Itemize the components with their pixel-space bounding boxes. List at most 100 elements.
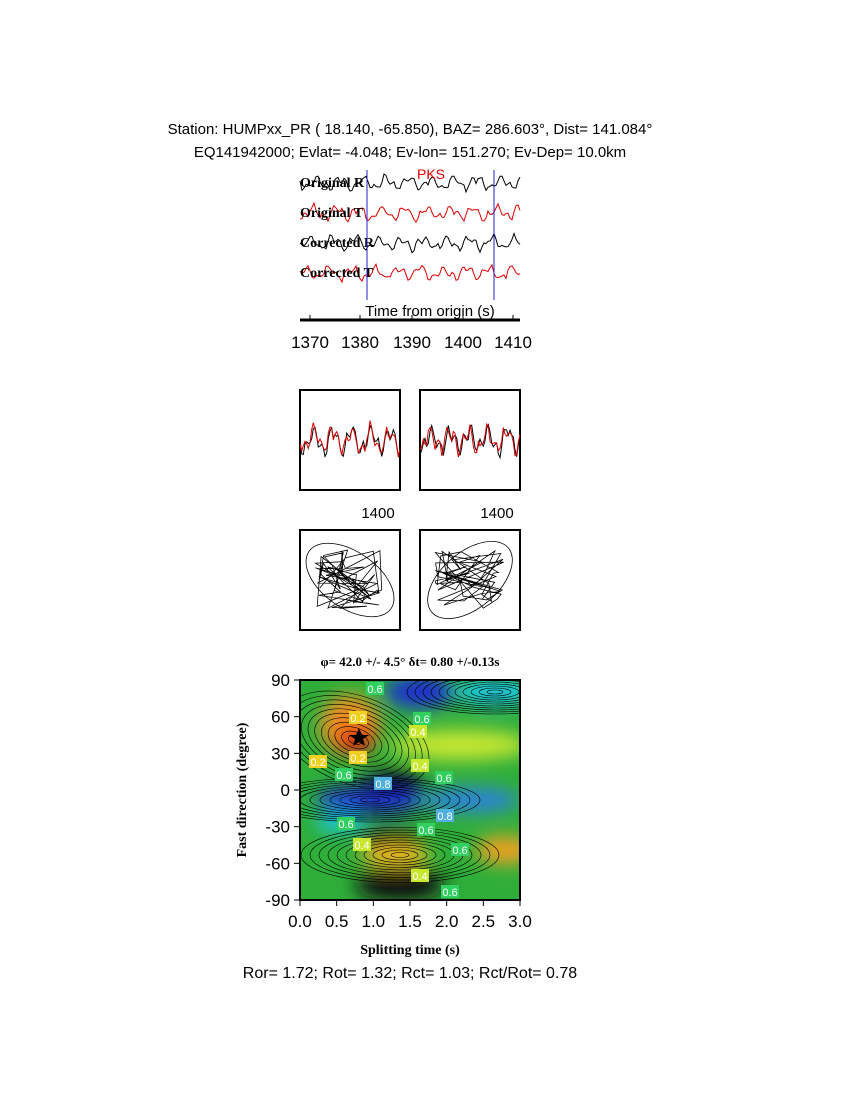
contour-label: 0.8 [437,811,452,823]
label-box [309,755,327,768]
trace-label: Original T [300,206,364,221]
label-box [366,682,384,695]
x-tick-label: 0.5 [325,912,349,931]
label-box [411,869,429,882]
panel-frame [299,529,401,631]
panel-frame [419,389,521,491]
contour [478,687,512,697]
ellipse [305,542,395,618]
y-tick-label: -90 [265,891,290,910]
contour-label: 0.6 [367,684,382,696]
label-box [409,725,427,738]
footer: Ror= 1.72; Rot= 1.32; Rct= 1.03; Rct/Rot… [243,965,578,982]
contour-label: 0.6 [336,770,351,782]
contour [329,791,411,809]
label-box [349,751,367,764]
contour-labels: 0.60.2 0.60.40.20.20.60.40.60.80.80.6 0.60… [309,682,469,899]
tick-label: 1400 [480,505,513,522]
contour-label: 0.4 [410,727,425,739]
label-box [337,817,355,830]
trace [419,422,521,458]
x-tick-label: 0.0 [288,912,312,931]
label-box [451,843,469,856]
label-box [335,768,353,781]
label-box [417,823,435,836]
contour [349,795,391,805]
contour [309,829,491,881]
trace [299,173,521,194]
contour [414,680,520,713]
contour [462,683,520,701]
y-tick-label: 60 [271,708,290,727]
trace [299,201,521,224]
trace [299,263,521,284]
contour-label: 0.4 [412,761,427,773]
x-tick-label: 1.5 [398,912,422,931]
misfit-map [300,680,520,900]
trace [299,231,521,254]
contour [446,680,520,705]
contour-label: 0.2 [310,757,325,769]
label-box [374,777,392,790]
tick-label: 1370 [291,333,329,352]
contour [486,689,504,695]
contour [354,842,446,868]
contour [422,680,520,711]
x-tick-label: 3.0 [508,912,532,931]
best-fit-star [349,728,369,746]
particle-panels [299,389,521,631]
y-tick-label: 0 [281,781,290,800]
contour [372,847,428,863]
label-box [413,712,431,725]
trace-label: Original R [300,176,365,191]
contour-label: 0.6 [442,887,457,899]
contour [381,849,419,861]
contour [454,681,520,703]
tick-label: 1400 [361,505,394,522]
contour-label: 0.6 [418,825,433,837]
contour-label: 0.4 [412,871,427,883]
trace [299,420,401,458]
x-tick-label: 2.0 [435,912,459,931]
y-tick-label: 30 [271,744,290,763]
label-box [435,771,453,784]
contour [363,844,437,866]
particle-motion [314,549,383,609]
contour [359,797,381,803]
contour [327,834,473,876]
contour [309,787,431,813]
tick-label: 1390 [393,333,431,352]
tick-label: 1400 [444,333,482,352]
contour [406,680,520,715]
contour-label: 0.4 [354,840,369,852]
particle-motion [434,549,504,609]
contour-label: 0.6 [436,773,451,785]
tick-label: 1380 [341,333,379,352]
y-tick-label: -30 [265,818,290,837]
ellipse [427,540,513,620]
x-tick-label: 1.0 [362,912,386,931]
contour [300,777,481,823]
x-axis-label: Splitting time (s) [360,943,460,958]
label-box [353,838,371,851]
contour [300,785,441,815]
contour [318,832,482,878]
y-tick-label: -60 [265,854,290,873]
contour [438,680,520,707]
grid-title: φ= 42.0 +/- 4.5° δt= 0.80 +/-0.13s [321,654,500,669]
contour-label: 0.6 [338,819,353,831]
contour [300,779,471,821]
contour [300,781,461,819]
x-tick-label: 2.5 [472,912,496,931]
trace [419,423,521,460]
waveform-panel: Original R Original T Corrected R Corrected… [291,170,532,352]
label-box [411,759,429,772]
contour-label: 0.2 [350,713,365,725]
contour-label: 0.6 [452,845,467,857]
header-line: Station: HUMPxx_PR ( 18.140, -65.850), B… [168,121,653,138]
contour-label: 0.2 [350,753,365,765]
contour-label: 0.8 [375,779,390,791]
trace-label: Corrected R [300,236,375,251]
label-box [349,711,367,724]
